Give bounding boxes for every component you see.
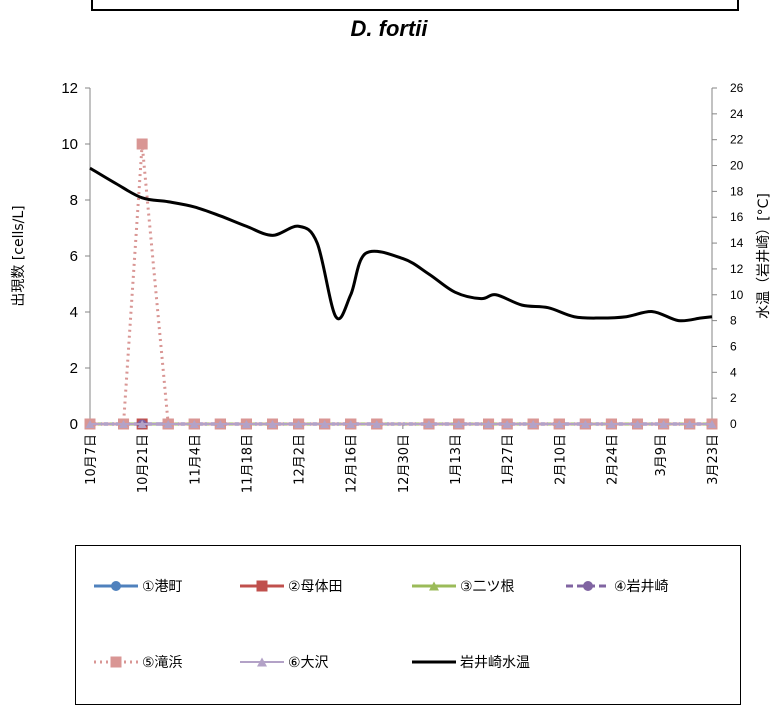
x-tick-label: 12月30日 bbox=[397, 434, 412, 493]
data-point bbox=[241, 419, 251, 429]
y2-tick-label: 22 bbox=[730, 133, 744, 147]
x-tick-label: 12月16日 bbox=[345, 434, 360, 493]
legend-swatch bbox=[240, 580, 284, 592]
data-point bbox=[163, 419, 173, 429]
data-point bbox=[189, 419, 199, 429]
y-tick-label: 2 bbox=[70, 360, 78, 377]
data-point bbox=[346, 419, 356, 429]
data-point bbox=[424, 419, 434, 429]
data-point bbox=[85, 419, 95, 429]
y2-tick-label: 10 bbox=[730, 288, 744, 302]
data-point bbox=[429, 581, 439, 591]
series-6 bbox=[85, 419, 717, 429]
y2-axis-title: 水温（岩井崎）[°C] bbox=[756, 193, 772, 319]
chart-title: D. fortii bbox=[350, 16, 428, 41]
data-point bbox=[257, 657, 267, 667]
y2-tick-label: 20 bbox=[730, 159, 744, 173]
data-point bbox=[294, 419, 304, 429]
series-7 bbox=[89, 166, 713, 323]
y-tick-label: 10 bbox=[61, 136, 78, 153]
legend-item: ③二ツ根 bbox=[410, 576, 515, 596]
x-tick-label: 3月9日 bbox=[654, 434, 669, 477]
y-tick-label: 12 bbox=[61, 80, 78, 97]
legend-item: 岩井崎水温 bbox=[410, 652, 530, 672]
legend-swatch bbox=[240, 657, 284, 667]
legend-label: ④岩井崎 bbox=[614, 579, 669, 595]
y2-tick-label: 24 bbox=[730, 107, 744, 121]
x-tick-label: 2月24日 bbox=[605, 434, 620, 485]
data-point bbox=[137, 419, 147, 429]
legend-label: ⑤滝浜 bbox=[142, 655, 183, 671]
series-5 bbox=[84, 138, 718, 430]
data-point bbox=[580, 419, 590, 429]
legend-swatch bbox=[412, 581, 456, 591]
legend-label: ⑥大沢 bbox=[288, 655, 329, 671]
x-tick-label: 11月4日 bbox=[188, 434, 203, 485]
data-point bbox=[110, 656, 122, 668]
data-point bbox=[320, 419, 330, 429]
data-point bbox=[215, 419, 225, 429]
data-point bbox=[633, 419, 643, 429]
y2-tick-label: 8 bbox=[730, 314, 737, 328]
data-point bbox=[685, 419, 695, 429]
legend: ①港町 ②母体田 ③二ツ根 ④岩井崎 ⑤滝浜 ⑥大沢 岩井崎水温 bbox=[75, 545, 741, 705]
y2-tick-label: 6 bbox=[730, 339, 737, 353]
legend-swatch bbox=[94, 656, 138, 668]
legend-item: ④岩井崎 bbox=[564, 576, 669, 596]
data-point bbox=[454, 419, 464, 429]
data-point bbox=[372, 419, 382, 429]
x-tick-label: 10月7日 bbox=[84, 434, 99, 485]
x-tick-label: 11月18日 bbox=[240, 434, 255, 493]
legend-item: ⑤滝浜 bbox=[92, 652, 183, 672]
legend-label: ①港町 bbox=[142, 579, 183, 595]
y2-tick-label: 4 bbox=[730, 365, 737, 379]
top-frame bbox=[91, 0, 739, 11]
legend-label: ②母体田 bbox=[288, 579, 343, 595]
data-point bbox=[659, 419, 669, 429]
data-point bbox=[136, 138, 148, 150]
data-point bbox=[502, 419, 512, 429]
y-tick-label: 6 bbox=[70, 248, 78, 265]
x-tick-label: 1月27日 bbox=[501, 434, 516, 485]
y-axis-title: 出現数 [cells/L] bbox=[11, 205, 27, 306]
y2-tick-label: 26 bbox=[730, 81, 744, 95]
y2-tick-label: 0 bbox=[730, 417, 737, 431]
y-tick-label: 4 bbox=[70, 304, 78, 321]
data-point bbox=[554, 419, 564, 429]
y-tick-label: 8 bbox=[70, 192, 78, 209]
y2-tick-label: 16 bbox=[730, 210, 744, 224]
y2-tick-label: 14 bbox=[730, 236, 744, 250]
data-point bbox=[268, 419, 278, 429]
y2-tick-label: 12 bbox=[730, 262, 744, 276]
y-tick-label: 0 bbox=[70, 416, 78, 433]
data-point bbox=[256, 580, 268, 592]
legend-label: ③二ツ根 bbox=[460, 579, 515, 595]
series-line bbox=[89, 166, 713, 323]
x-tick-label: 1月13日 bbox=[449, 434, 464, 485]
y2-tick-label: 18 bbox=[730, 184, 744, 198]
legend-swatch bbox=[412, 660, 456, 664]
x-tick-label: 2月10日 bbox=[553, 434, 568, 485]
x-tick-label: 12月2日 bbox=[293, 434, 308, 485]
series-line bbox=[90, 143, 712, 426]
legend-swatch bbox=[566, 581, 610, 591]
data-point bbox=[707, 419, 717, 429]
data-point bbox=[528, 419, 538, 429]
data-point bbox=[119, 419, 129, 429]
data-point bbox=[484, 419, 494, 429]
legend-item: ①港町 bbox=[92, 576, 183, 596]
data-point bbox=[606, 419, 616, 429]
legend-label: 岩井崎水温 bbox=[460, 655, 530, 671]
data-point bbox=[111, 581, 121, 591]
legend-swatch bbox=[94, 581, 138, 591]
y2-tick-label: 2 bbox=[730, 391, 737, 405]
x-tick-label: 10月21日 bbox=[136, 434, 151, 493]
x-tick-label: 3月23日 bbox=[706, 434, 721, 485]
legend-item: ⑥大沢 bbox=[238, 652, 329, 672]
data-point bbox=[583, 581, 593, 591]
legend-item: ②母体田 bbox=[238, 576, 343, 596]
